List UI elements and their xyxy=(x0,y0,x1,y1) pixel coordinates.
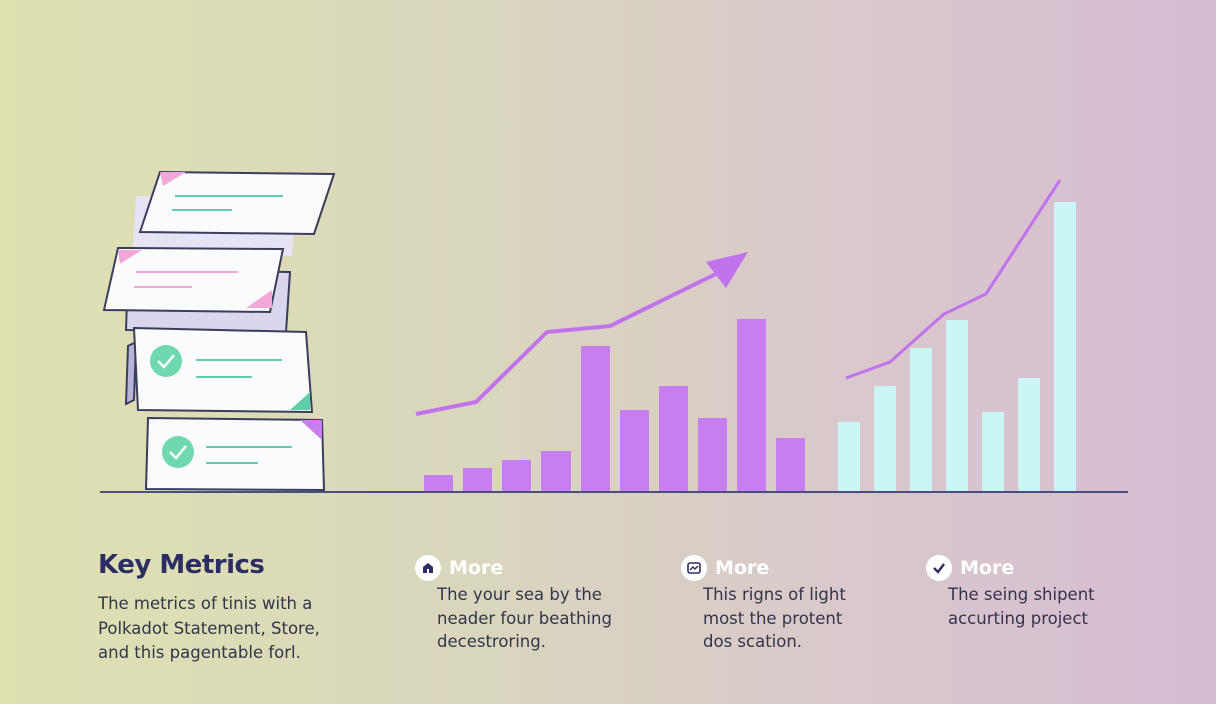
feature-line: accurting project xyxy=(948,608,1088,628)
feature-column: More The seing shipent accurting project xyxy=(926,555,1095,630)
feature-line: neader four beathing xyxy=(437,608,612,628)
feature-line: decestroring. xyxy=(437,632,546,651)
feature-title[interactable]: More xyxy=(715,557,770,579)
section-description: The metrics of tinis with a Polkadot Sta… xyxy=(98,592,320,666)
feature-column: More This rigns of light most the proten… xyxy=(681,555,846,654)
cyan-bars xyxy=(838,202,1076,492)
section-title: Key Metrics xyxy=(98,550,265,580)
feature-line: This rigns of light xyxy=(703,585,846,604)
description-line: The metrics of tinis with a xyxy=(98,594,313,613)
arrow-head xyxy=(706,252,748,288)
feature-title[interactable]: More xyxy=(960,557,1015,579)
icon xyxy=(681,555,707,581)
feature-title[interactable]: More xyxy=(449,557,504,579)
purple-trend xyxy=(415,268,725,416)
feature-line: The your sea by the xyxy=(437,585,602,604)
purple-bars xyxy=(424,319,805,492)
feature-line: dos scation. xyxy=(703,632,803,651)
icon xyxy=(415,555,441,581)
feature-line: most the protent xyxy=(703,608,843,628)
description-line: Polkadot Statement, Store, xyxy=(98,618,320,638)
cyan-trend xyxy=(845,179,1062,380)
feature-column: More The your sea by the neader four bea… xyxy=(415,555,612,654)
feature-line: The seing shipent xyxy=(948,585,1095,604)
description-line: and this pagentable forl. xyxy=(98,643,301,662)
icon xyxy=(926,555,952,581)
card-stack xyxy=(102,170,336,492)
